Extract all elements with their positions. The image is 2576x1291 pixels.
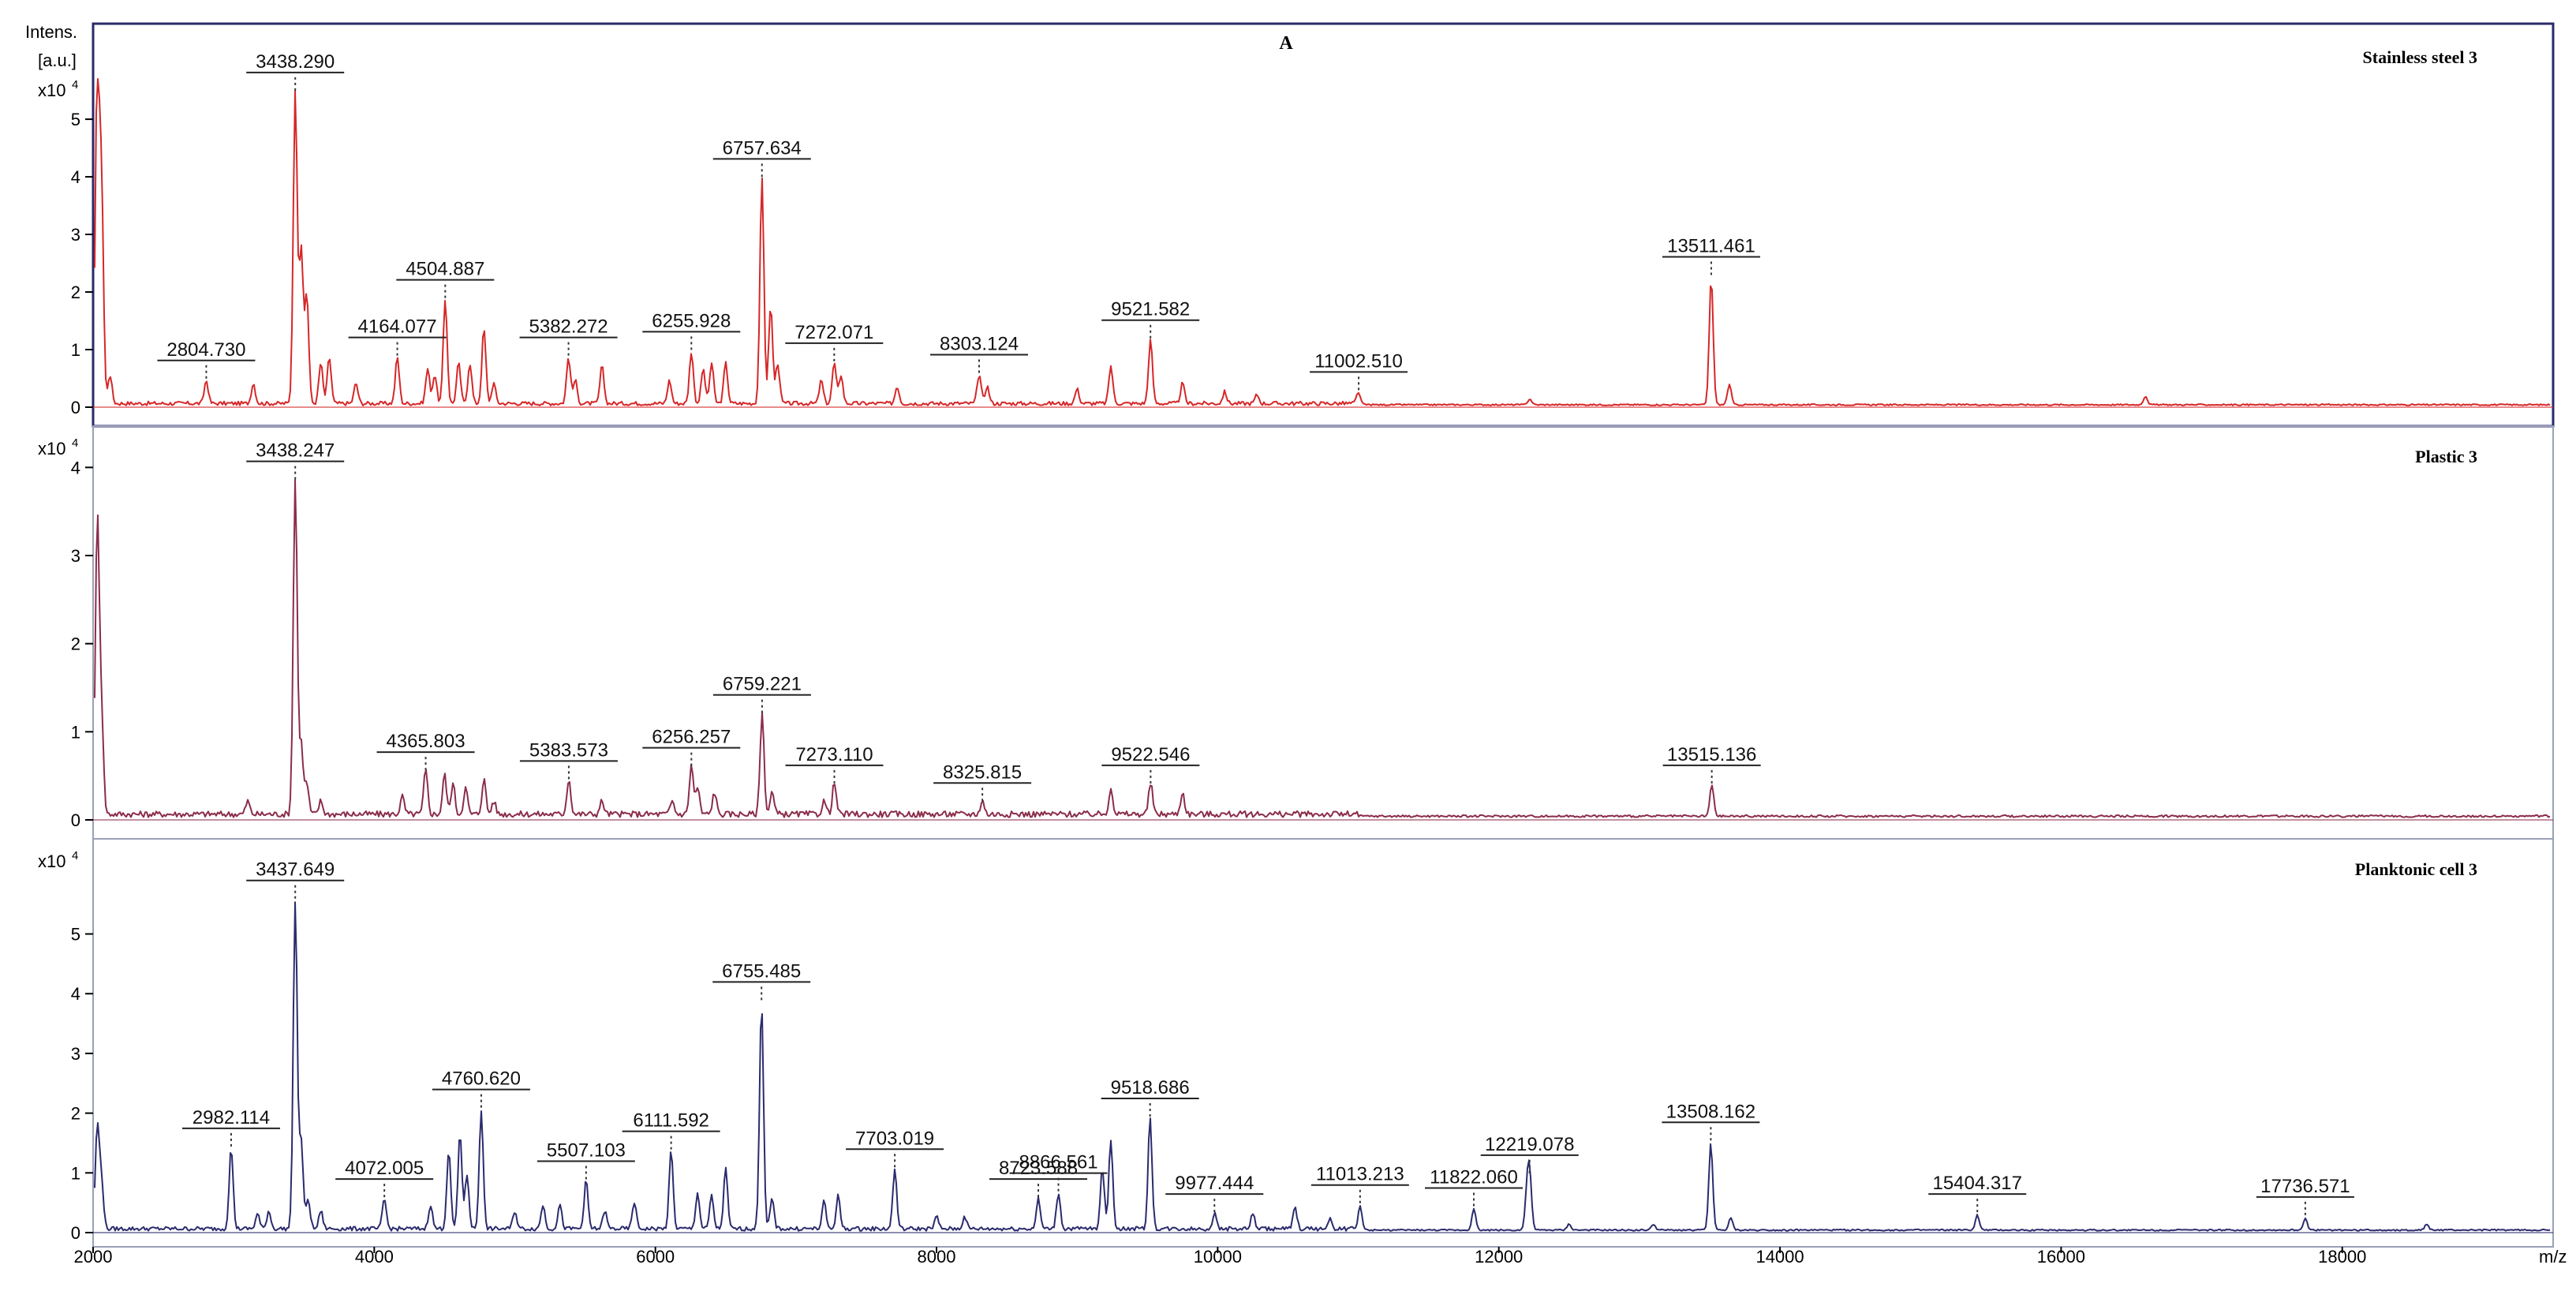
spectrum-panel-1: 0 1 2 3 4 5 x10 4 2804.730 3438.290 4164.077 4504.8… xyxy=(38,22,2555,428)
peak-label: 4760.620 xyxy=(442,1068,521,1090)
peak-label: 11002.510 xyxy=(1314,350,1403,372)
peak-label: 2804.730 xyxy=(166,339,245,361)
y-tick-label: 0 xyxy=(71,398,80,417)
peak-label: 11822.060 xyxy=(1430,1167,1518,1188)
panel-frame xyxy=(92,838,2554,1248)
y-multiplier-label: x10 xyxy=(38,851,65,871)
x-tick-label: 6000 xyxy=(636,1247,675,1267)
peak-label: 5507.103 xyxy=(547,1139,626,1161)
peak-label: 8866.561 xyxy=(1019,1152,1097,1173)
panel-title: Planktonic cell 3 xyxy=(2355,859,2477,879)
y-tick-label: 2 xyxy=(71,634,80,654)
y-tick-label: 4 xyxy=(71,167,80,187)
peak-label: 9518.686 xyxy=(1111,1077,1190,1098)
peak-label: 5383.573 xyxy=(529,739,608,761)
peak-label: 3438.247 xyxy=(256,440,335,462)
x-tick-label: 18000 xyxy=(2318,1247,2366,1267)
peak-label: 9521.582 xyxy=(1111,299,1190,320)
x-tick-label: 12000 xyxy=(1475,1247,1523,1267)
peak-label: 6757.634 xyxy=(723,137,802,159)
peak-label: 4072.005 xyxy=(345,1158,424,1179)
peak-label: 7272.071 xyxy=(794,322,873,343)
peak-label: 13508.162 xyxy=(1666,1101,1755,1122)
peak-label: 3437.649 xyxy=(256,859,335,881)
y-multiplier-label: x10 xyxy=(38,439,65,458)
peak-label: 3438.290 xyxy=(256,51,335,73)
y-multiplier-exponent: 4 xyxy=(72,849,78,863)
y-tick-label: 1 xyxy=(71,340,80,360)
spectrum-trace xyxy=(94,479,2551,818)
peak-label: 6255.928 xyxy=(652,310,731,331)
x-tick-label: 2000 xyxy=(74,1247,113,1267)
peak-label: 11013.213 xyxy=(1316,1164,1404,1185)
y-tick-label: 2 xyxy=(71,1104,80,1124)
peak-label: 4365.803 xyxy=(386,731,465,752)
x-axis-label: m/z xyxy=(2539,1247,2567,1267)
y-axis-label-line2: [a.u.] xyxy=(38,51,77,70)
y-tick-label: 0 xyxy=(71,1223,80,1243)
peak-label: 2982.114 xyxy=(193,1107,270,1128)
peak-label: 12219.078 xyxy=(1485,1134,1574,1155)
peak-label: 8723.588 xyxy=(999,1158,1078,1179)
peak-label: 4164.077 xyxy=(358,316,437,338)
peak-label: 9977.444 xyxy=(1175,1173,1254,1194)
y-tick-label: 5 xyxy=(71,110,80,129)
peak-label: 7273.110 xyxy=(795,744,873,765)
peak-label: 13511.461 xyxy=(1667,235,1755,256)
peak-label: 6759.221 xyxy=(723,674,802,695)
spectrum-panel-2: 0 1 2 3 4 x10 4 3438.247 4365.803 5383.573 6256.25… xyxy=(38,425,2554,840)
peak-label: 7703.019 xyxy=(855,1128,934,1149)
peak-label: 6755.485 xyxy=(722,960,801,982)
y-tick-label: 0 xyxy=(71,810,80,830)
spectrum-panel-3: 0 1 2 3 4 5 x10 4 2982.114 3437.649 4072.005 4760.6… xyxy=(38,838,2554,1267)
spectra-panels: 0 1 2 3 4 5 x10 4 2804.730 3438.290 4164.077 4504.8… xyxy=(38,22,2555,1267)
peak-label: 5382.272 xyxy=(529,316,608,338)
peak-label: 8303.124 xyxy=(940,334,1019,355)
y-tick-label: 1 xyxy=(71,1163,80,1183)
peak-label: 15404.317 xyxy=(1932,1173,2021,1194)
peak-label: 9522.546 xyxy=(1111,744,1190,765)
x-tick-label: 14000 xyxy=(1755,1247,1804,1267)
peak-label: 8325.815 xyxy=(943,762,1022,783)
y-multiplier-label: x10 xyxy=(38,80,65,100)
peak-label: 6111.592 xyxy=(633,1110,709,1132)
x-tick-label: 4000 xyxy=(355,1247,394,1267)
spectrum-trace xyxy=(94,901,2551,1232)
y-tick-label: 4 xyxy=(71,458,80,477)
peak-label: 4504.887 xyxy=(406,259,484,280)
y-tick-label: 4 xyxy=(71,984,80,1004)
y-tick-label: 1 xyxy=(71,722,80,742)
x-tick-label: 10000 xyxy=(1194,1247,1242,1267)
y-axis-label-line1: Intens. xyxy=(25,22,77,42)
peak-label: 13515.136 xyxy=(1667,744,1756,765)
spectrum-trace xyxy=(94,78,2551,406)
y-tick-label: 3 xyxy=(71,1044,80,1064)
x-tick-label: 8000 xyxy=(918,1247,956,1267)
peak-label: 17736.571 xyxy=(2260,1176,2350,1197)
peak-label: 6256.257 xyxy=(652,727,731,748)
figure-label: A xyxy=(1279,33,1293,54)
y-multiplier-exponent: 4 xyxy=(72,78,78,92)
y-tick-label: 5 xyxy=(71,925,80,945)
x-tick-label: 16000 xyxy=(2037,1247,2085,1267)
y-tick-label: 3 xyxy=(71,546,80,566)
y-tick-label: 3 xyxy=(71,225,80,245)
panel-title: Plastic 3 xyxy=(2415,447,2477,466)
y-tick-label: 2 xyxy=(71,283,80,302)
y-multiplier-exponent: 4 xyxy=(72,436,78,450)
panel-title: Stainless steel 3 xyxy=(2363,47,2477,67)
